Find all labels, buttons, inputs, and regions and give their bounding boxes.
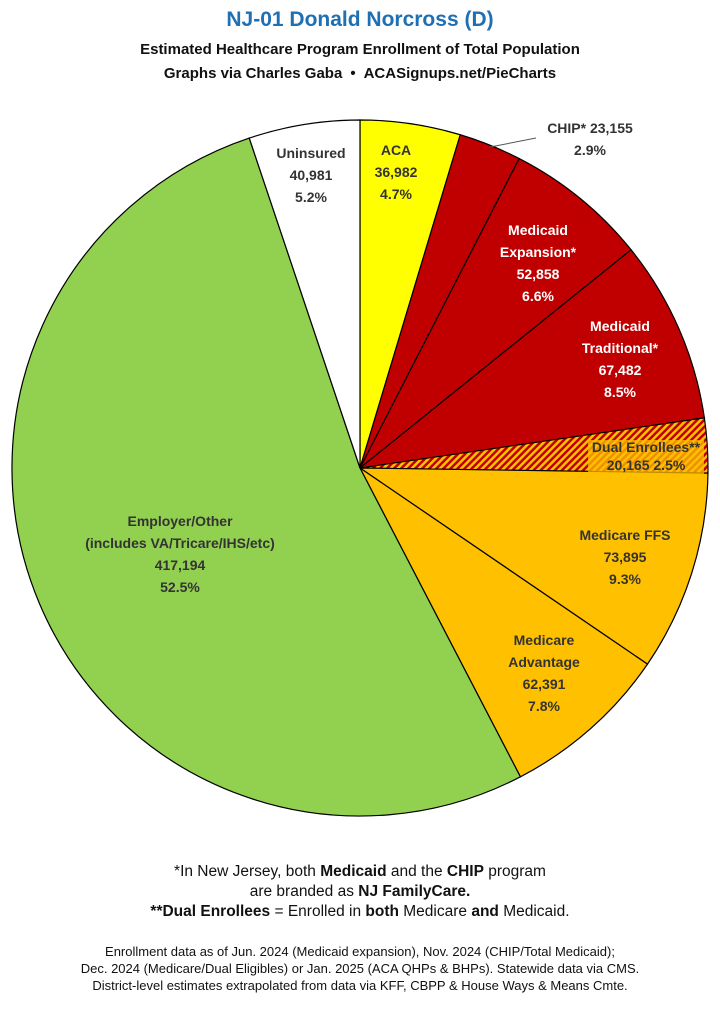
pie-slice-medicare-advantage	[359, 467, 649, 778]
pie-slice-medicaid-expansion	[359, 157, 632, 469]
slice-label-dual: Dual Enrollees** 20,165 2.5%	[592, 439, 701, 473]
credit-url: ACASignups.net/PieCharts	[363, 65, 557, 82]
source-note: Enrollment data as of Jun. 2024 (Medicai…	[0, 943, 720, 994]
credit-author: Graphs via Charles Gaba	[163, 65, 343, 82]
pie-slice-medicaid-traditional	[357, 248, 706, 469]
source-line-2: Dec. 2024 (Medicare/Dual Eligibles) or J…	[80, 961, 640, 976]
pie-slice-employer	[11, 137, 522, 817]
slice-label-chip: CHIP* 23,155 2.9%	[547, 120, 633, 158]
source-line-1: Enrollment data as of Jun. 2024 (Medicai…	[105, 944, 615, 959]
slice-label-medicaid-expansion: Medicaid Expansion* 52,858 6.6%	[500, 222, 577, 304]
pie-slice-medicare-ffs	[358, 467, 709, 665]
pie-labels: ACA 36,982 4.7% CHIP* 23,155 2.9% Medicaid Exp…	[85, 120, 704, 714]
footnote-line-2: are branded as NJ FamilyCare.	[249, 883, 471, 900]
slice-label-medicaid-traditional: Medicaid Traditional* 67,482 8.5%	[582, 318, 659, 400]
pie-slices	[11, 119, 709, 817]
slice-label-aca: ACA 36,982 4.7%	[375, 142, 418, 202]
pie-chart: ACA 36,982 4.7% CHIP* 23,155 2.9% Medicaid Exp…	[11, 119, 709, 817]
chip-leader-line	[489, 137, 537, 148]
chart-title: NJ-01 Donald Norcross (D)	[226, 8, 494, 31]
pie-slice-uninsured	[248, 119, 361, 469]
slice-label-medicare-advantage: Medicare Advantage 62,391 7.8%	[508, 632, 580, 714]
credit-separator: •	[350, 65, 356, 82]
footnotes: *In New Jersey, both Medicaid and the CH…	[0, 862, 720, 922]
footnote-line-3: **Dual Enrollees = Enrolled in both Medi…	[150, 903, 570, 920]
chart-subtitle: Estimated Healthcare Program Enrollment …	[140, 41, 580, 58]
slice-label-employer: Employer/Other (includes VA/Tricare/IHS/e…	[85, 513, 275, 595]
slice-label-medicare-ffs: Medicare FFS 73,895 9.3%	[579, 527, 670, 587]
source-line-3: District-level estimates extrapolated fr…	[92, 978, 628, 993]
footnote-line-1: *In New Jersey, both Medicaid and the CH…	[174, 863, 546, 880]
chart-credit: Graphs via Charles Gaba • ACASignups.net/P…	[0, 65, 720, 82]
slice-label-uninsured: Uninsured 40,981 5.2%	[276, 145, 345, 205]
dual-label-backdrop	[588, 440, 704, 478]
